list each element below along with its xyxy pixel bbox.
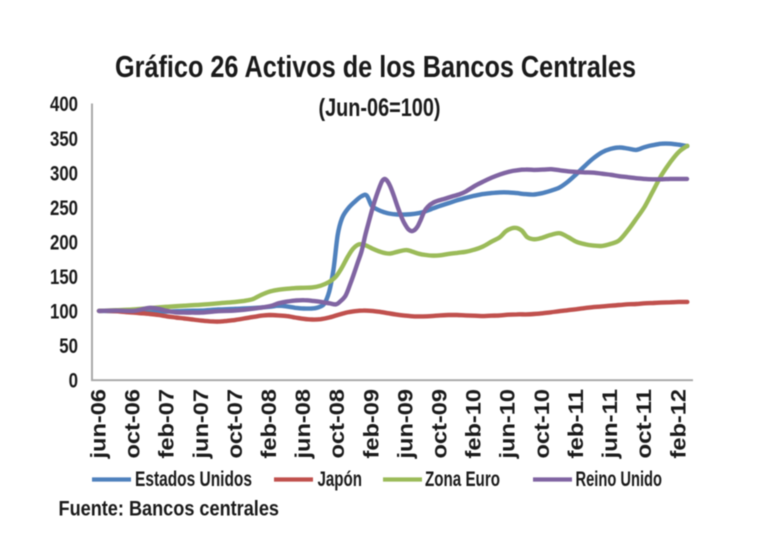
svg-text:jun-11: jun-11: [599, 389, 622, 460]
svg-text:Gráfico 26 Activos de los Banc: Gráfico 26 Activos de los Bancos Central…: [115, 49, 636, 84]
svg-text:feb-10: feb-10: [463, 389, 486, 459]
svg-text:150: 150: [50, 265, 78, 289]
svg-text:feb-11: feb-11: [565, 389, 588, 459]
svg-text:jun-06: jun-06: [88, 389, 111, 460]
svg-text:jun-08: jun-08: [292, 389, 315, 460]
svg-text:Zona Euro: Zona Euro: [425, 467, 500, 491]
svg-text:200: 200: [50, 230, 78, 254]
svg-text:oct-11: oct-11: [633, 389, 656, 459]
svg-text:oct-08: oct-08: [326, 389, 349, 459]
svg-text:Fuente: Bancos centrales: Fuente: Bancos centrales: [59, 497, 280, 521]
svg-text:feb-08: feb-08: [258, 389, 281, 459]
svg-text:Estados Unidos: Estados Unidos: [135, 467, 252, 491]
svg-text:feb-09: feb-09: [360, 389, 383, 459]
svg-text:oct-07: oct-07: [224, 389, 247, 459]
svg-text:0: 0: [69, 369, 78, 393]
svg-text:jun-10: jun-10: [497, 389, 520, 460]
svg-text:250: 250: [50, 196, 78, 220]
svg-text:100: 100: [50, 300, 78, 324]
svg-text:feb-12: feb-12: [667, 389, 690, 459]
svg-text:feb-07: feb-07: [156, 389, 179, 459]
svg-text:300: 300: [50, 161, 78, 185]
svg-text:400: 400: [50, 92, 78, 116]
svg-text:oct-09: oct-09: [429, 389, 452, 459]
svg-text:50: 50: [59, 334, 78, 358]
svg-text:Japón: Japón: [318, 467, 363, 491]
svg-text:jun-09: jun-09: [394, 389, 417, 460]
svg-text:oct-06: oct-06: [122, 389, 145, 459]
svg-text:350: 350: [50, 127, 78, 151]
svg-text:jun-07: jun-07: [190, 389, 213, 460]
svg-text:Reino Unido: Reino Unido: [576, 467, 663, 491]
svg-text:oct-10: oct-10: [531, 389, 554, 459]
svg-text:(Jun-06=100): (Jun-06=100): [319, 94, 441, 122]
